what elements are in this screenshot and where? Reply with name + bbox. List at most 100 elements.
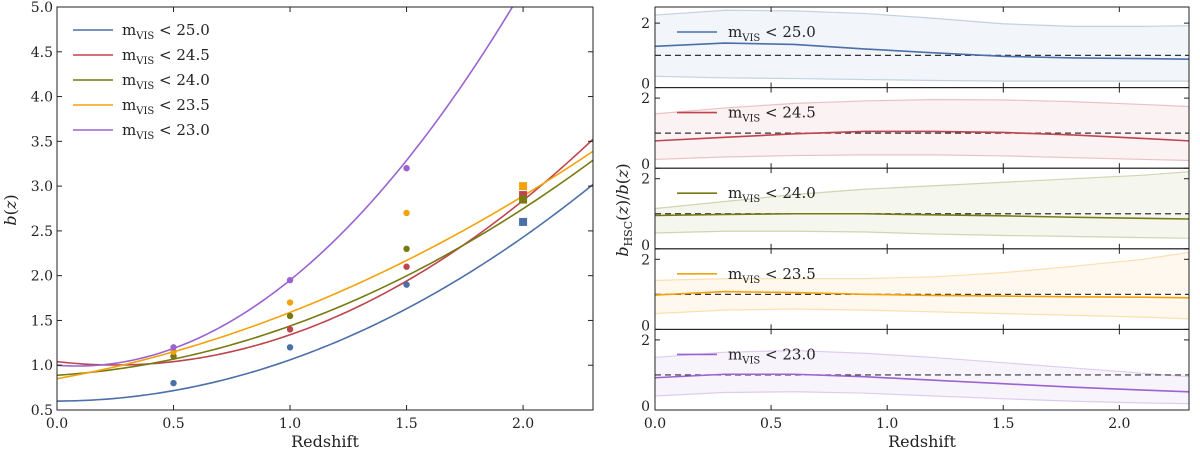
uncertainty-band [655, 10, 1189, 82]
panel-legend-label: mVIS < 23.5 [728, 265, 816, 286]
upper-bound-line [655, 251, 1189, 281]
right-x-tick-label: 1.0 [876, 416, 898, 432]
lower-bound-line [655, 230, 1189, 239]
right-y-axis-label: bHSC(z)/b(z) [613, 163, 635, 256]
legend-label: mVIS < 24.5 [122, 46, 210, 67]
upper-bound-line [655, 171, 1189, 210]
data-point [403, 281, 410, 288]
data-point [286, 344, 294, 351]
panel-y-tick-label: 0 [641, 318, 650, 334]
upper-bound-line [655, 9, 1189, 27]
uncertainty-band [655, 350, 1189, 404]
right-x-tick-label: 0.5 [760, 416, 782, 432]
ratio-curve [655, 212, 1189, 220]
left-y-tick-label: 2.0 [31, 269, 53, 285]
square-data-point [519, 195, 528, 204]
bias-chart: 0.0 0.5 1.0 1.5 2.00.51.01.52.02.53.03.54.04… [1, 0, 594, 451]
ratio-curve [655, 42, 1189, 61]
square-data-point [519, 191, 528, 200]
panel-legend-label: mVIS < 24.5 [728, 104, 816, 125]
right-x-tick-label: 1.5 [992, 416, 1014, 432]
data-point [170, 379, 177, 387]
panel-frame [654, 328, 1190, 411]
panel-y-tick-label: 2 [641, 172, 650, 188]
left-y-axis-label: b(z) [1, 194, 20, 225]
lower-bound-line [655, 75, 1189, 82]
fit-curve [57, 7, 514, 367]
panel-y-tick-label: 2 [641, 16, 650, 32]
data-point [403, 263, 410, 270]
panel-legend: mVIS < 23.0 [677, 345, 816, 366]
panel-legend: mVIS < 25.0 [677, 23, 816, 44]
left-y-tick-label: 5.0 [31, 0, 53, 16]
ratio-panel: 0 2 mVIS < 25.0 [641, 6, 1190, 93]
uncertainty-band [655, 252, 1189, 319]
legend-label: mVIS < 23.0 [122, 121, 210, 142]
left-x-axis-label: Redshift [291, 432, 359, 451]
square-data-point [519, 217, 528, 226]
lower-bound-line [655, 308, 1189, 320]
left-y-tick-label: 3.5 [31, 134, 53, 150]
left-legend: mVIS < 25.0 mVIS < 24.5 mVIS < 24.0 mVIS < … [73, 21, 210, 142]
ratio-curve [655, 290, 1189, 299]
panel-legend: mVIS < 24.0 [677, 184, 816, 205]
panel-y-tick-label: 0 [641, 77, 650, 93]
data-point [286, 312, 294, 320]
data-point [403, 245, 410, 252]
panel-y-tick-label: 2 [641, 252, 650, 268]
ratio-panel: 0 2 mVIS < 23.5 [641, 248, 1190, 334]
left-y-tick-label: 3.0 [31, 179, 53, 195]
ratio-panel: 0 2 mVIS < 24.0 [641, 167, 1190, 254]
fit-curve [57, 183, 593, 402]
data-point [286, 299, 294, 306]
panel-y-tick-label: 2 [641, 91, 650, 107]
uncertainty-band [655, 99, 1189, 161]
panel-y-tick-label: 2 [641, 333, 650, 349]
data-point [170, 353, 177, 360]
data-point [403, 209, 410, 217]
panel-legend: mVIS < 24.5 [677, 104, 816, 125]
right-x-tick-label: 0.0 [644, 416, 666, 432]
legend-label: mVIS < 23.5 [122, 96, 210, 117]
legend-label: mVIS < 24.0 [122, 71, 210, 92]
panel-y-tick-label: 0 [641, 399, 650, 415]
panel-legend-label: mVIS < 25.0 [728, 23, 816, 44]
left-y-tick-label: 1.5 [31, 313, 53, 329]
left-y-tick-label: 2.5 [31, 224, 53, 240]
data-point [170, 344, 177, 351]
panel-legend-label: mVIS < 24.0 [728, 184, 816, 205]
left-y-tick-label: 0.5 [31, 403, 53, 419]
panel-legend-label: mVIS < 23.0 [728, 345, 816, 366]
fit-curve [57, 150, 593, 380]
uncertainty-band [655, 171, 1189, 239]
ratio-curve [655, 130, 1189, 142]
ratio-curve [655, 373, 1189, 393]
left-x-tick-label: 1.0 [279, 416, 301, 432]
right-x-axis: 0.0 0.5 1.0 1.5 2.0 [644, 416, 1131, 432]
data-point [170, 348, 177, 355]
data-point [286, 276, 294, 284]
right-x-tick-label: 2.0 [1108, 416, 1130, 432]
square-data-point [519, 182, 528, 191]
data-point [403, 165, 410, 172]
right-x-axis-label: Redshift [888, 432, 956, 451]
fit-curve [57, 159, 593, 377]
upper-bound-line [655, 349, 1189, 378]
left-y-tick-label: 1.0 [31, 358, 53, 374]
panel-y-tick-label: 0 [641, 238, 650, 254]
lower-bound-line [655, 391, 1189, 405]
fit-curve [57, 138, 593, 366]
left-y-tick-label: 4.5 [31, 45, 53, 61]
left-x-tick-label: 0.5 [162, 416, 184, 432]
left-x-tick-label: 2.0 [512, 416, 534, 432]
data-point [286, 326, 294, 333]
left-x-tick-label: 1.5 [395, 416, 417, 432]
upper-bound-line [655, 98, 1189, 115]
panel-legend: mVIS < 23.5 [677, 265, 816, 286]
ratio-panel: 0 2 mVIS < 24.5 [641, 87, 1190, 173]
ratio-panel: 0 2 mVIS < 23.0 [641, 328, 1190, 415]
left-x-tick-label: 0.0 [46, 416, 68, 432]
left-plot-frame [56, 6, 594, 411]
